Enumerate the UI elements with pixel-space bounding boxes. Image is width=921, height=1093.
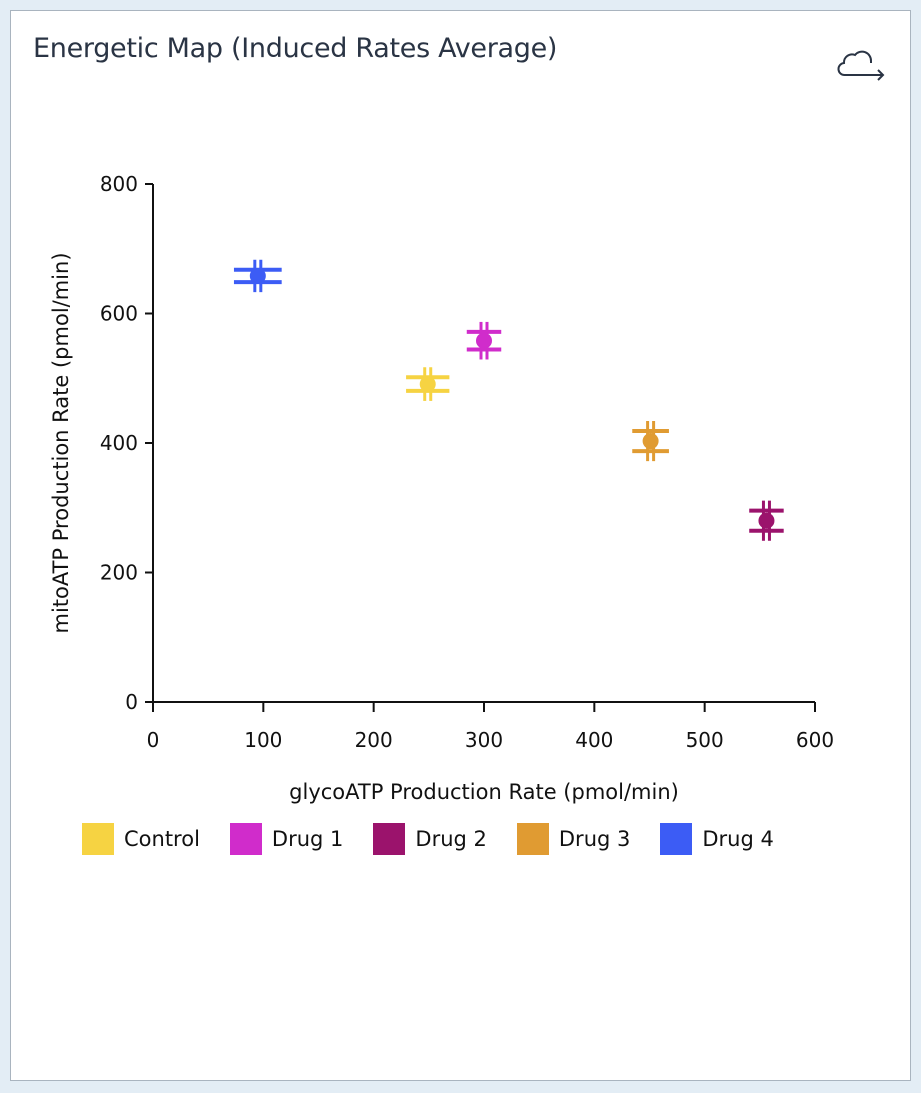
data-point-drug-2[interactable]	[749, 500, 784, 541]
legend-label: Drug 4	[702, 827, 774, 851]
legend-item[interactable]: Drug 1	[229, 823, 344, 855]
x-tick-label: 200	[355, 728, 393, 752]
x-tick-label: 100	[244, 728, 282, 752]
data-point-drug-4[interactable]	[233, 259, 282, 293]
legend-swatch	[82, 823, 114, 855]
y-tick-label: 200	[100, 561, 138, 585]
data-point-marker	[476, 332, 492, 349]
y-tick-label: 800	[100, 172, 138, 196]
data-point-drug-1[interactable]	[466, 321, 502, 360]
data-point-marker	[249, 267, 266, 284]
y-tick-label: 0	[125, 690, 138, 714]
x-tick-label: 400	[575, 728, 613, 752]
legend-item[interactable]: Control	[82, 823, 200, 855]
cloud-export-icon[interactable]	[837, 45, 889, 85]
y-tick-label: 400	[100, 431, 138, 455]
x-tick-label: 600	[796, 728, 834, 752]
legend-swatch	[229, 823, 262, 855]
legend-swatch	[373, 823, 406, 855]
x-tick-label: 0	[147, 728, 160, 752]
chart-panel: Energetic Map (Induced Rates Average)	[10, 10, 911, 1081]
data-point-marker	[419, 376, 436, 393]
legend-label: Control	[124, 827, 200, 851]
legend-label: Drug 1	[271, 827, 344, 851]
data-point-marker	[642, 433, 659, 450]
y-axis-label: mitoATP Production Rate (pmol/min)	[49, 252, 73, 633]
y-tick-label: 600	[100, 302, 138, 326]
legend-item[interactable]: Drug 2	[373, 823, 487, 855]
legend: Control Drug 1 Drug 2 Drug 3 Drug 4	[82, 823, 804, 855]
panel-title: Energetic Map (Induced Rates Average)	[33, 33, 558, 64]
x-tick-label: 300	[465, 728, 503, 752]
legend-item[interactable]: Drug 3	[516, 823, 631, 855]
legend-label: Drug 3	[558, 827, 631, 851]
data-point-marker	[758, 512, 775, 529]
x-axis-label: glycoATP Production Rate (pmol/min)	[289, 780, 679, 804]
data-point-control[interactable]	[406, 367, 450, 401]
legend-label: Drug 2	[415, 827, 487, 851]
legend-swatch	[516, 823, 549, 855]
data-point-drug-3[interactable]	[632, 420, 669, 462]
x-tick-label: 500	[686, 728, 724, 752]
legend-swatch	[660, 823, 693, 855]
legend-item[interactable]: Drug 4	[660, 823, 774, 855]
